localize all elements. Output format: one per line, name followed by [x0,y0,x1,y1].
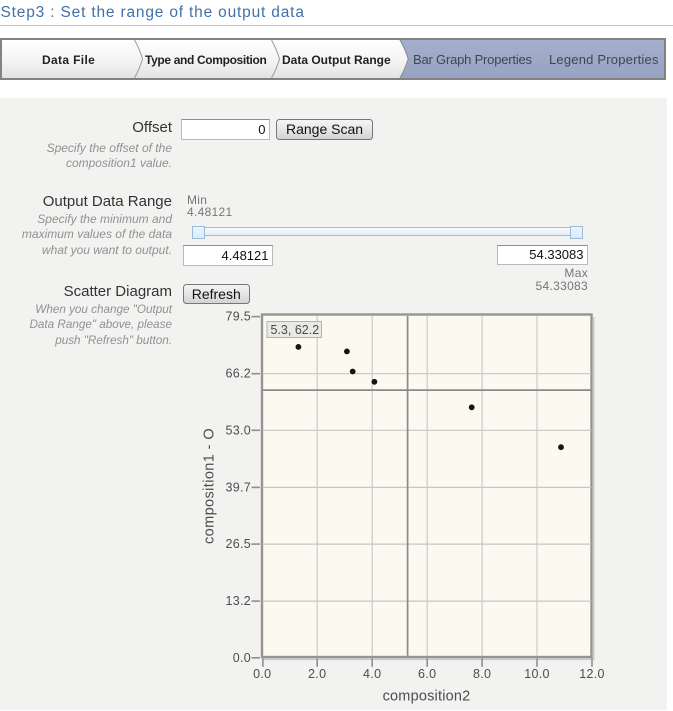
svg-text:5.3, 62.2: 5.3, 62.2 [271,323,320,337]
svg-text:66.2: 66.2 [225,367,251,381]
svg-text:8.0: 8.0 [473,667,491,681]
svg-text:53.0: 53.0 [225,423,251,437]
svg-text:39.7: 39.7 [225,480,251,494]
svg-text:12.0: 12.0 [579,667,605,681]
svg-text:0.0: 0.0 [233,651,251,665]
svg-text:26.5: 26.5 [225,537,251,551]
svg-text:13.2: 13.2 [225,594,251,608]
svg-text:0.0: 0.0 [253,667,271,681]
svg-text:2.0: 2.0 [308,667,326,681]
svg-text:6.0: 6.0 [418,667,436,681]
svg-text:79.5: 79.5 [225,310,251,324]
svg-text:4.0: 4.0 [363,667,381,681]
svg-text:composition1 - O: composition1 - O [202,428,218,544]
svg-text:10.0: 10.0 [524,667,550,681]
svg-text:composition2: composition2 [383,689,471,705]
